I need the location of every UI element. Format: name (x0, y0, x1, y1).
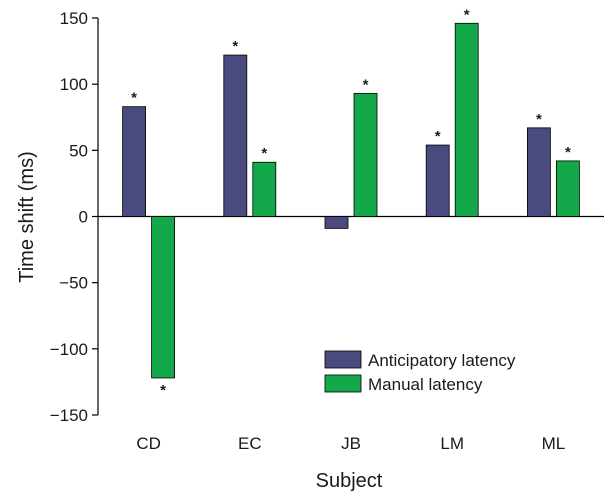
significance-markers: * * * * * * * * * (131, 6, 571, 399)
bar-anticipatory-ec (223, 54, 248, 217)
x-tick-label: JB (341, 434, 361, 453)
significance-star: * (363, 76, 369, 93)
y-tick-label: 50 (69, 141, 88, 160)
x-tick-label: CD (136, 434, 161, 453)
significance-star: * (536, 111, 542, 128)
x-tick-labels: CD EC JB LM ML (136, 434, 565, 453)
bar-manual-lm (454, 22, 479, 217)
bar-manual-jb (353, 93, 378, 217)
y-axis-label: Time shift (ms) (16, 151, 38, 282)
significance-star: * (464, 6, 470, 23)
y-ticks: −150 −100 −50 0 50 100 150 (50, 9, 98, 425)
x-axis: CD EC JB LM ML (98, 215, 604, 453)
y-axis: −150 −100 −50 0 50 100 150 (50, 9, 99, 425)
x-tick-label: ML (542, 434, 566, 453)
significance-star: * (565, 144, 571, 161)
x-axis-label: Subject (316, 470, 383, 492)
bar-manual-ml (556, 160, 580, 217)
legend-label-manual: Manual latency (368, 375, 483, 394)
legend-label-anticipatory: Anticipatory latency (368, 351, 516, 370)
bar-anticipatory-cd (122, 106, 146, 217)
y-tick-label: 150 (60, 9, 88, 28)
bar-anticipatory-ml (527, 127, 551, 217)
y-tick-label: 0 (79, 208, 88, 227)
significance-star: * (232, 38, 238, 55)
legend-swatch-manual (324, 374, 362, 393)
bar-anticipatory-lm (425, 144, 450, 217)
bar-anticipatory-jb (324, 216, 349, 229)
y-tick-label: −50 (59, 274, 88, 293)
y-tick-label: −150 (50, 406, 88, 425)
legend: Anticipatory latency Manual latency (324, 350, 516, 394)
legend-swatch-anticipatory (324, 350, 362, 369)
x-tick-label: EC (238, 434, 262, 453)
bars (122, 22, 580, 379)
significance-star: * (160, 382, 166, 399)
y-tick-label: −100 (50, 340, 88, 359)
significance-star: * (435, 128, 441, 145)
significance-star: * (261, 145, 267, 162)
bar-manual-ec (252, 161, 277, 217)
significance-star: * (131, 90, 137, 107)
bar-manual-cd (151, 216, 176, 379)
x-tick-label: LM (440, 434, 464, 453)
y-tick-label: 100 (60, 75, 88, 94)
